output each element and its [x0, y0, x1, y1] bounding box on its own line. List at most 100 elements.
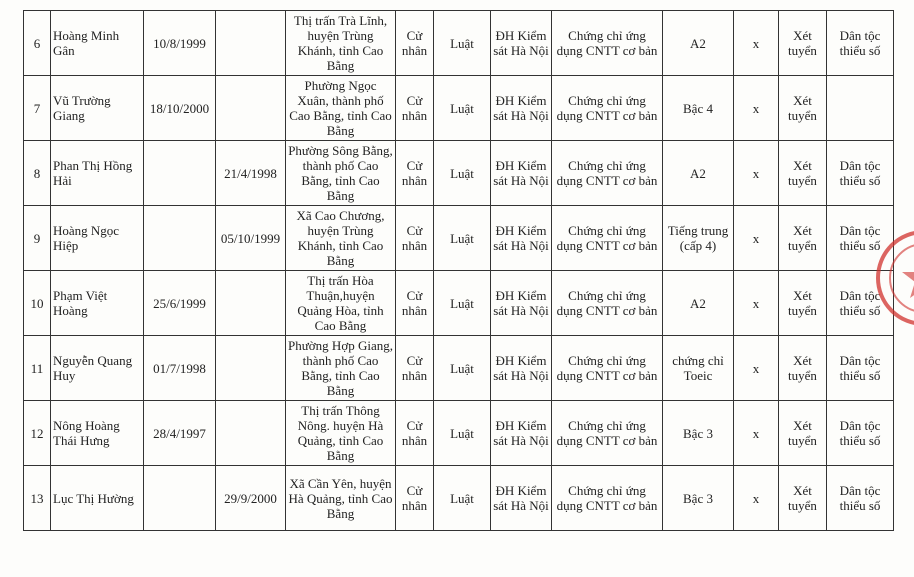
- degree: Cử nhân: [395, 140, 434, 206]
- school: ĐH Kiểm sát Hà Nội: [490, 75, 552, 141]
- address: Thị trấn Thông Nông. huyện Hà Quảng, tỉn…: [285, 400, 396, 466]
- major: Luật: [433, 10, 491, 76]
- ethnic-mark: x: [733, 10, 779, 76]
- row-number: 7: [23, 75, 51, 141]
- address: Xã Cao Chương, huyện Trùng Khánh, tỉnh C…: [285, 205, 396, 271]
- birth-date-female: 29/9/2000: [215, 465, 286, 531]
- admission-type: Xét tuyển: [778, 10, 827, 76]
- row-number: 10: [23, 270, 51, 336]
- full-name: Hoàng Minh Gân: [50, 10, 144, 76]
- school: ĐH Kiểm sát Hà Nội: [490, 335, 552, 401]
- ethnic-mark: x: [733, 400, 779, 466]
- address: Phường Sông Bằng, thành phố Cao Bằng, tỉ…: [285, 140, 396, 206]
- birth-date-male: 01/7/1998: [143, 335, 216, 401]
- major: Luật: [433, 75, 491, 141]
- table-row: 6 Hoàng Minh Gân 10/8/1999 Thị trấn Trà Lĩn…: [23, 10, 894, 76]
- birth-date-male: [143, 205, 216, 271]
- major: Luật: [433, 335, 491, 401]
- admission-type: Xét tuyển: [778, 140, 827, 206]
- birth-date-female: 21/4/1998: [215, 140, 286, 206]
- table-row: 8 Phan Thị Hồng Hải 21/4/1998 Phường Sông B…: [23, 140, 894, 206]
- table-row: 13 Lục Thị Hường 29/9/2000 Xã Cần Yên, huyệ…: [23, 465, 894, 531]
- table-body: 6 Hoàng Minh Gân 10/8/1999 Thị trấn Trà Lĩn…: [23, 10, 894, 531]
- birth-date-male: [143, 465, 216, 531]
- degree: Cử nhân: [395, 270, 434, 336]
- ethnicity-note: Dân tộc thiểu số: [826, 10, 894, 76]
- it-certificate: Chứng chỉ ứng dụng CNTT cơ bản: [551, 10, 663, 76]
- birth-date-female: [215, 10, 286, 76]
- full-name: Hoàng Ngọc Hiệp: [50, 205, 144, 271]
- school: ĐH Kiểm sát Hà Nội: [490, 270, 552, 336]
- birth-date-male: 25/6/1999: [143, 270, 216, 336]
- table-row: 12 Nông Hoàng Thái Hưng 28/4/1997 Thị trấn …: [23, 400, 894, 466]
- ethnic-mark: x: [733, 75, 779, 141]
- ethnicity-note: Dân tộc thiểu số: [826, 400, 894, 466]
- ethnicity-note: Dân tộc thiểu số: [826, 335, 894, 401]
- foreign-language: Bậc 4: [662, 75, 734, 141]
- ethnic-mark: x: [733, 270, 779, 336]
- it-certificate: Chứng chỉ ứng dụng CNTT cơ bản: [551, 205, 663, 271]
- ethnic-mark: x: [733, 140, 779, 206]
- it-certificate: Chứng chỉ ứng dụng CNTT cơ bản: [551, 465, 663, 531]
- birth-date-male: 28/4/1997: [143, 400, 216, 466]
- admission-type: Xét tuyển: [778, 335, 827, 401]
- full-name: Vũ Trường Giang: [50, 75, 144, 141]
- admission-type: Xét tuyển: [778, 465, 827, 531]
- address: Thị trấn Hòa Thuận,huyện Quảng Hòa, tỉnh…: [285, 270, 396, 336]
- full-name: Phạm Việt Hoàng: [50, 270, 144, 336]
- foreign-language: A2: [662, 270, 734, 336]
- major: Luật: [433, 270, 491, 336]
- major: Luật: [433, 140, 491, 206]
- table-row: 7 Vũ Trường Giang 18/10/2000 Phường Ngọc Xu…: [23, 75, 894, 141]
- it-certificate: Chứng chỉ ứng dụng CNTT cơ bản: [551, 400, 663, 466]
- ethnic-mark: x: [733, 205, 779, 271]
- school: ĐH Kiểm sát Hà Nội: [490, 205, 552, 271]
- ethnicity-note: Dân tộc thiểu số: [826, 270, 894, 336]
- major: Luật: [433, 205, 491, 271]
- birth-date-female: 05/10/1999: [215, 205, 286, 271]
- birth-date-male: 10/8/1999: [143, 10, 216, 76]
- major: Luật: [433, 400, 491, 466]
- red-stamp: [876, 231, 914, 325]
- school: ĐH Kiểm sát Hà Nội: [490, 400, 552, 466]
- ethnic-mark: x: [733, 335, 779, 401]
- school: ĐH Kiểm sát Hà Nội: [490, 140, 552, 206]
- birth-date-female: [215, 335, 286, 401]
- birth-date-female: [215, 400, 286, 466]
- table-row: 9 Hoàng Ngọc Hiệp 05/10/1999 Xã Cao Chương,…: [23, 205, 894, 271]
- school: ĐH Kiểm sát Hà Nội: [490, 10, 552, 76]
- degree: Cử nhân: [395, 10, 434, 76]
- admission-type: Xét tuyển: [778, 400, 827, 466]
- it-certificate: Chứng chỉ ứng dụng CNTT cơ bản: [551, 335, 663, 401]
- birth-date-female: [215, 75, 286, 141]
- it-certificate: Chứng chỉ ứng dụng CNTT cơ bản: [551, 140, 663, 206]
- school: ĐH Kiểm sát Hà Nội: [490, 465, 552, 531]
- major: Luật: [433, 465, 491, 531]
- ethnicity-note: [826, 75, 894, 141]
- admission-type: Xét tuyển: [778, 75, 827, 141]
- full-name: Nông Hoàng Thái Hưng: [50, 400, 144, 466]
- degree: Cử nhân: [395, 75, 434, 141]
- full-name: Nguyễn Quang Huy: [50, 335, 144, 401]
- row-number: 8: [23, 140, 51, 206]
- address: Phường Ngọc Xuân, thành phố Cao Bằng, tỉ…: [285, 75, 396, 141]
- degree: Cử nhân: [395, 465, 434, 531]
- foreign-language: Bậc 3: [662, 400, 734, 466]
- degree: Cử nhân: [395, 400, 434, 466]
- degree: Cử nhân: [395, 205, 434, 271]
- foreign-language: Bậc 3: [662, 465, 734, 531]
- full-name: Lục Thị Hường: [50, 465, 144, 531]
- row-number: 12: [23, 400, 51, 466]
- row-number: 6: [23, 10, 51, 76]
- birth-date-female: [215, 270, 286, 336]
- foreign-language: A2: [662, 10, 734, 76]
- foreign-language: Tiếng trung (cấp 4): [662, 205, 734, 271]
- row-number: 13: [23, 465, 51, 531]
- it-certificate: Chứng chỉ ứng dụng CNTT cơ bản: [551, 270, 663, 336]
- row-number: 11: [23, 335, 51, 401]
- row-number: 9: [23, 205, 51, 271]
- full-name: Phan Thị Hồng Hải: [50, 140, 144, 206]
- birth-date-male: 18/10/2000: [143, 75, 216, 141]
- degree: Cử nhân: [395, 335, 434, 401]
